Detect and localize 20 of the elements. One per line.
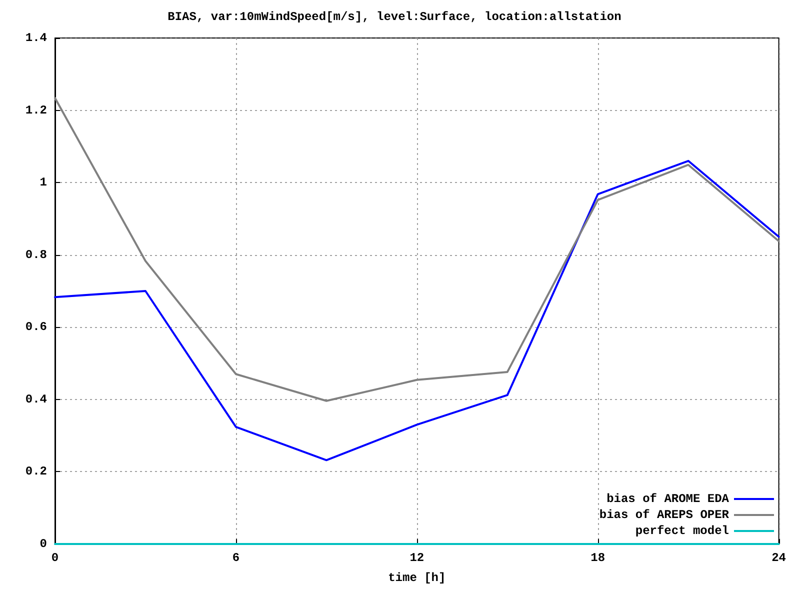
x-axis-title: time [h] xyxy=(388,571,446,585)
x-tick-label: 24 xyxy=(772,551,786,565)
x-tick-label: 18 xyxy=(590,551,606,565)
y-tick-label: 0.6 xyxy=(25,320,47,334)
y-tick-label: 1.4 xyxy=(25,31,47,45)
x-tick-label: 12 xyxy=(410,551,424,565)
line-series xyxy=(54,160,780,462)
legend-label: perfect model xyxy=(635,524,729,538)
line-series xyxy=(54,96,780,402)
chart-title: BIAS, var:10mWindSpeed[m/s], level:Surface, location:allstation xyxy=(168,10,622,24)
y-tick-label: 1.2 xyxy=(25,103,47,118)
y-tick-label: 0 xyxy=(40,537,47,551)
y-tick-label: 1 xyxy=(40,176,47,190)
x-tick-label: 6 xyxy=(232,551,240,565)
legend-label: bias of AREPS OPER xyxy=(599,508,730,522)
y-tick-label: 0.4 xyxy=(25,392,47,406)
x-tick-label: 0 xyxy=(51,551,59,565)
y-tick-label: 0.2 xyxy=(25,464,47,479)
y-tick-label: 0.8 xyxy=(25,248,47,262)
legend-label: bias of AROME EDA xyxy=(606,492,730,506)
